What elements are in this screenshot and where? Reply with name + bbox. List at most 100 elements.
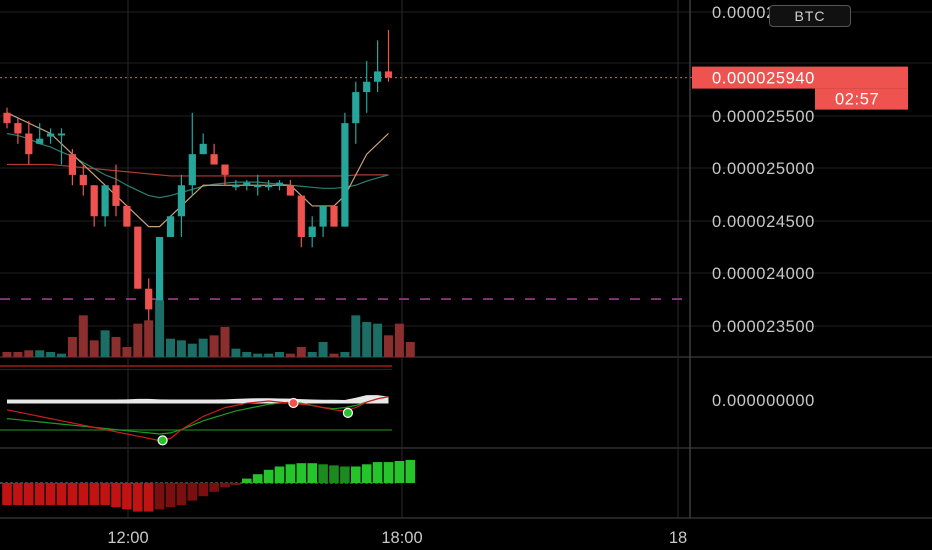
volume-bar <box>46 352 56 357</box>
candle[interactable] <box>341 123 349 227</box>
candle[interactable] <box>14 123 22 134</box>
histogram-bar <box>2 483 12 505</box>
histogram-bar <box>329 465 339 483</box>
price-axis-label: 0.000025500 <box>712 108 815 126</box>
price-pane <box>0 30 692 351</box>
time-axis-label: 12:00 <box>107 529 148 547</box>
candle[interactable] <box>101 185 109 217</box>
candle[interactable] <box>384 71 393 78</box>
volume-bar <box>285 353 295 357</box>
histogram-bar <box>209 483 219 492</box>
last-price-tag <box>692 66 908 89</box>
histogram-bar <box>78 483 89 505</box>
volume-bar <box>155 300 165 357</box>
histogram-bar <box>351 466 361 483</box>
volume-bar <box>340 352 350 357</box>
volume-bar <box>253 353 263 357</box>
price-axis-label: 0.000023500 <box>712 318 815 336</box>
candle[interactable] <box>330 205 338 227</box>
volume-bar <box>57 353 66 357</box>
countdown-value: 02:57 <box>835 91 879 109</box>
histogram-bar <box>133 483 143 512</box>
volume-bar <box>78 315 88 357</box>
candle[interactable] <box>79 174 87 186</box>
candle[interactable] <box>90 185 98 217</box>
candle[interactable] <box>374 71 382 82</box>
candle[interactable] <box>319 205 327 227</box>
histogram-bar <box>394 461 405 483</box>
price-axis-label: 0.000024500 <box>712 213 815 231</box>
volume-bar <box>166 338 175 357</box>
histogram-bar <box>187 483 198 501</box>
histogram-bar <box>242 478 252 483</box>
candle[interactable] <box>36 138 44 144</box>
candle[interactable] <box>123 205 131 227</box>
candle[interactable] <box>221 164 229 175</box>
cross-marker <box>157 435 168 446</box>
histogram-bar <box>220 483 230 488</box>
candle[interactable] <box>210 154 218 165</box>
candle[interactable] <box>363 81 371 93</box>
time-axis-label: 18 <box>669 529 687 547</box>
candle[interactable] <box>166 216 175 237</box>
volume-bar <box>351 315 361 357</box>
histogram-bar <box>372 462 383 483</box>
price-axis-label: 0.000024000 <box>712 265 815 283</box>
volume-bar <box>100 330 110 357</box>
volume-bar <box>2 352 12 357</box>
candle[interactable] <box>3 112 11 124</box>
candle[interactable] <box>243 182 251 186</box>
volume-bar <box>35 350 45 357</box>
volume-bar <box>122 347 132 357</box>
candle[interactable] <box>134 226 142 289</box>
volume-bar <box>296 347 306 357</box>
countdown-tag <box>815 88 908 110</box>
candle[interactable] <box>177 185 185 217</box>
histogram-bar <box>13 483 23 505</box>
candle[interactable] <box>188 154 196 186</box>
candle[interactable] <box>57 133 66 136</box>
candle[interactable] <box>275 182 284 186</box>
volume-bar <box>220 327 230 357</box>
histogram-bar <box>231 483 241 486</box>
histogram-bar <box>198 483 208 497</box>
indicator-pane <box>0 365 392 446</box>
candle[interactable] <box>25 133 33 155</box>
candle[interactable] <box>232 185 240 188</box>
ma-red-line <box>7 163 389 177</box>
indicator-top-band <box>0 369 392 370</box>
histogram-bar <box>165 483 176 508</box>
volume-bar <box>275 352 284 357</box>
histogram-bar <box>405 459 416 483</box>
candle[interactable] <box>308 226 316 237</box>
candle[interactable] <box>254 185 262 188</box>
candle[interactable] <box>145 288 153 310</box>
volume-bar <box>209 335 219 357</box>
histogram-bar <box>285 464 296 483</box>
candle[interactable] <box>352 92 360 124</box>
volume-bar <box>307 352 317 357</box>
currency-badge[interactable]: BTC <box>769 5 851 27</box>
volume-bar <box>231 348 241 357</box>
volume-bar <box>373 323 383 357</box>
volume-bar <box>264 353 274 357</box>
candle[interactable] <box>47 133 55 137</box>
histogram-bar <box>274 466 285 483</box>
candle[interactable] <box>68 154 76 175</box>
histogram-bar <box>176 483 187 505</box>
candle[interactable] <box>286 185 294 196</box>
volume-pane <box>2 300 415 357</box>
histogram-bar <box>252 474 263 483</box>
candle[interactable] <box>265 185 273 188</box>
indicator-axis-label: 0.000000000 <box>712 392 815 410</box>
volume-bar <box>133 323 143 357</box>
last-price-value: 0.000025940 <box>712 70 815 88</box>
candle[interactable] <box>156 236 164 310</box>
candle[interactable] <box>112 185 120 206</box>
candle[interactable] <box>297 195 305 237</box>
histogram-bar <box>45 483 56 505</box>
histogram-bar <box>24 483 34 505</box>
candle[interactable] <box>199 143 207 155</box>
price-axis: 0.0000265000.0000255000.0000250000.00002… <box>107 4 908 550</box>
